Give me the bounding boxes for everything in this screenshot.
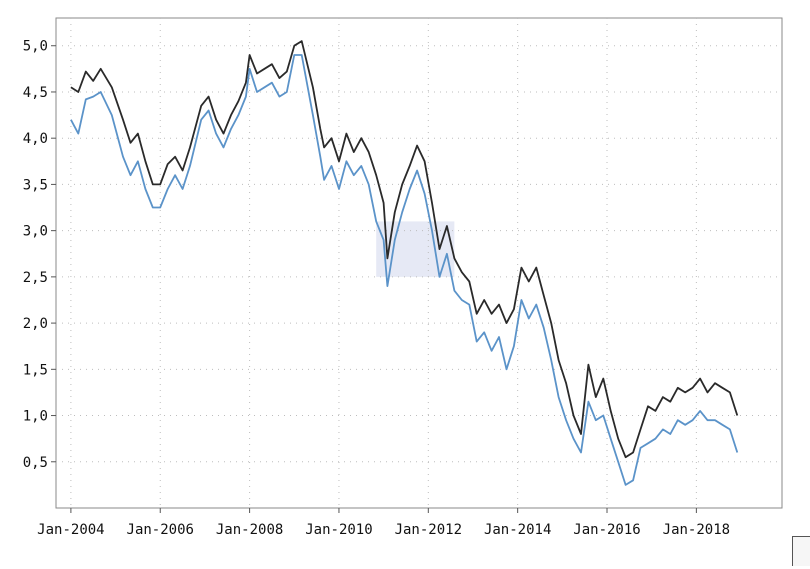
x-tick-label: Jan-2006: [127, 522, 194, 538]
x-tick-label: Jan-2014: [484, 522, 551, 538]
y-tick-label: 1,5: [23, 362, 48, 378]
x-tick-label: Jan-2004: [37, 522, 104, 538]
x-tick-label: Jan-2018: [663, 522, 730, 538]
x-tick-label: Jan-2008: [216, 522, 283, 538]
y-tick-label: 3,5: [23, 177, 48, 193]
x-tick-label: Jan-2010: [305, 522, 372, 538]
y-tick-label: 4,0: [23, 131, 48, 147]
y-tick-label: 0,5: [23, 455, 48, 471]
corner-widget[interactable]: [792, 536, 810, 566]
y-tick-label: 4,5: [23, 85, 48, 101]
x-tick-label: Jan-2016: [573, 522, 640, 538]
x-tick-label: Jan-2012: [395, 522, 462, 538]
series-line-2: [70, 54, 739, 486]
y-tick-label: 3,0: [23, 224, 48, 240]
y-tick-label: 5,0: [23, 39, 48, 55]
y-tick-label: 1,0: [23, 409, 48, 425]
y-tick-label: 2,0: [23, 316, 48, 332]
y-tick-label: 2,5: [23, 270, 48, 286]
series-line-1: [70, 40, 739, 459]
